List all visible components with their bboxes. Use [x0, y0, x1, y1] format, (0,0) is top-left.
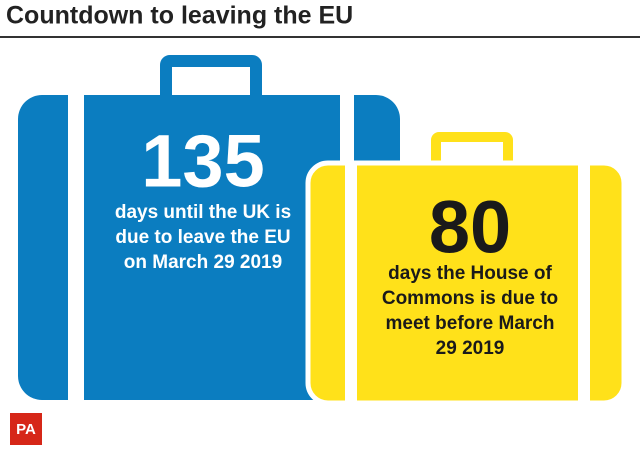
- logo: PA: [16, 421, 36, 438]
- caption-line: Commons is due to: [382, 288, 558, 309]
- logo-box: [10, 413, 42, 445]
- caption-line: on March 29 2019: [124, 252, 282, 273]
- caption-line: 29 2019: [436, 338, 505, 359]
- case-body: [18, 95, 400, 400]
- caption-line: due to leave the EU: [115, 227, 290, 248]
- caption-line: days until the UK is: [115, 202, 291, 223]
- big-number: 135: [141, 120, 264, 203]
- caption-line: days the House of: [388, 263, 552, 284]
- big-number: 80: [429, 186, 511, 269]
- title: Countdown to leaving the EU: [6, 2, 353, 30]
- case-body: [305, 160, 627, 406]
- yellow-suitcase: [305, 132, 627, 406]
- stripe: [68, 95, 84, 400]
- stripe: [578, 165, 590, 401]
- caption-line: meet before March: [386, 313, 555, 334]
- stripe: [345, 165, 357, 401]
